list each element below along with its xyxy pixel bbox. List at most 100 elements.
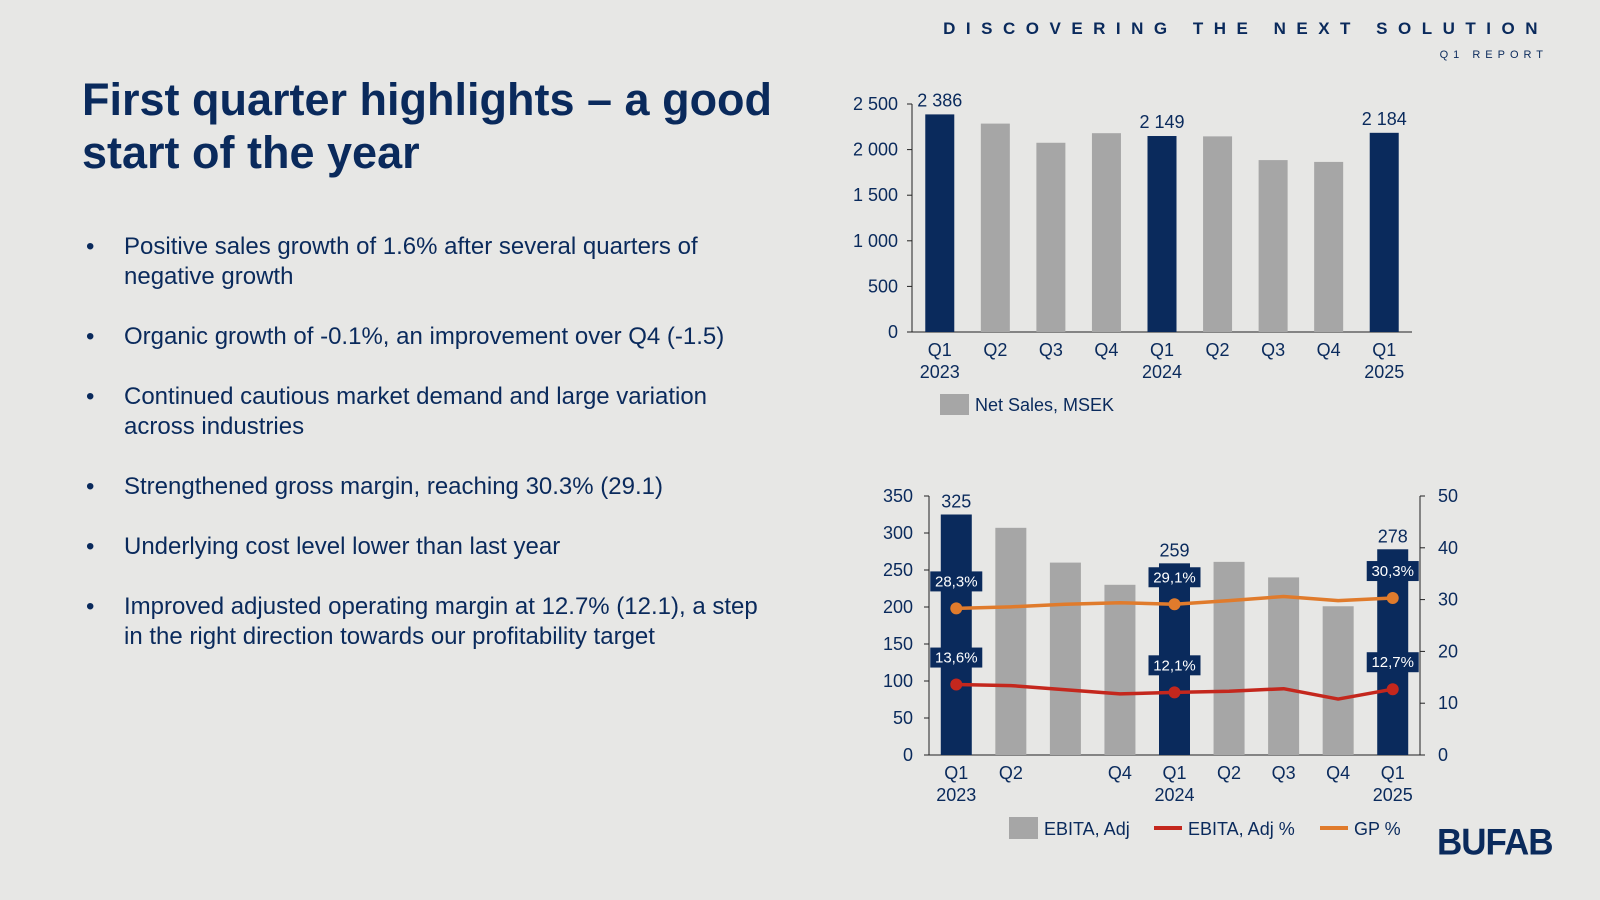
bar bbox=[1147, 136, 1177, 332]
y-tick-label: 500 bbox=[868, 276, 898, 296]
line-data-label: 29,1% bbox=[1153, 569, 1196, 586]
x-tick-label: Q2 bbox=[983, 340, 1007, 360]
y-tick-label: 1 500 bbox=[853, 185, 898, 205]
bar bbox=[1203, 136, 1233, 332]
y-tick-label: 0 bbox=[888, 322, 898, 342]
list-item: • Improved adjusted operating margin at 1… bbox=[84, 592, 764, 652]
y-tick-label-left: 100 bbox=[883, 671, 913, 691]
x-tick-label: Q1 bbox=[1162, 763, 1186, 783]
y-tick-label-left: 50 bbox=[893, 708, 913, 728]
bar bbox=[1377, 549, 1409, 755]
x-tick-label: Q4 bbox=[1108, 763, 1132, 783]
bullet-text: Continued cautious market demand and lar… bbox=[124, 383, 708, 440]
y-tick-label-right: 10 bbox=[1438, 693, 1458, 713]
bar bbox=[1213, 561, 1245, 755]
bar bbox=[1091, 133, 1121, 332]
x-tick-label: Q3 bbox=[1261, 340, 1285, 360]
data-label: 2 149 bbox=[1139, 112, 1184, 132]
legend-swatch bbox=[1009, 817, 1038, 839]
x-tick-label: Q1 bbox=[1381, 763, 1405, 783]
line-label-box bbox=[1148, 655, 1201, 676]
x-tick-label: 2025 bbox=[1364, 362, 1404, 382]
x-tick-label: Q2 bbox=[999, 763, 1023, 783]
y-tick-label-right: 50 bbox=[1438, 486, 1458, 506]
data-label: 2 184 bbox=[1362, 109, 1407, 129]
x-tick-label: Q4 bbox=[1094, 340, 1118, 360]
line-data-label: 12,7% bbox=[1371, 654, 1414, 671]
y-tick-label-right: 30 bbox=[1438, 590, 1458, 610]
line-data-label: 30,3% bbox=[1371, 563, 1414, 580]
x-tick-label: Q2 bbox=[1217, 763, 1241, 783]
bullet-text: Strengthened gross margin, reaching 30.3… bbox=[124, 473, 663, 500]
bar bbox=[1369, 132, 1399, 332]
bar bbox=[1314, 161, 1344, 332]
legend-swatch bbox=[940, 394, 969, 415]
x-tick-label: 2023 bbox=[936, 785, 976, 805]
bullet-text: Organic growth of -0.1%, an improvement … bbox=[124, 323, 725, 350]
bar bbox=[1104, 584, 1136, 755]
line-data-label: 28,3% bbox=[935, 573, 978, 590]
highlights-list: • Positive sales growth of 1.6% after sev… bbox=[84, 232, 764, 682]
header-tagline: DISCOVERING THE NEXT SOLUTION bbox=[943, 19, 1548, 38]
bar bbox=[995, 527, 1027, 755]
y-tick-label-left: 150 bbox=[883, 634, 913, 654]
x-tick-label: Q2 bbox=[1206, 340, 1230, 360]
data-label: 2 386 bbox=[917, 90, 962, 110]
bullet-dot: • bbox=[86, 533, 95, 560]
legend-label: EBITA, Adj bbox=[1044, 819, 1130, 839]
line-label-box bbox=[1366, 652, 1419, 673]
bullet-text: Underlying cost level lower than last ye… bbox=[124, 533, 561, 560]
bar bbox=[1049, 562, 1081, 755]
y-tick-label: 2 000 bbox=[853, 140, 898, 160]
y-tick-label-left: 350 bbox=[883, 486, 913, 506]
page-title: First quarter highlights – a good start … bbox=[82, 74, 773, 178]
line-marker bbox=[1386, 683, 1399, 696]
data-label: 278 bbox=[1378, 526, 1408, 546]
x-tick-label: 2023 bbox=[920, 362, 960, 382]
x-tick-label: Q1 bbox=[1150, 340, 1174, 360]
x-tick-label: Q1 bbox=[928, 340, 952, 360]
x-tick-label: Q1 bbox=[1372, 340, 1396, 360]
x-tick-label: Q4 bbox=[1326, 763, 1350, 783]
x-tick-label: Q3 bbox=[1272, 763, 1296, 783]
y-tick-label: 1 000 bbox=[853, 231, 898, 251]
legend-label: EBITA, Adj % bbox=[1188, 819, 1295, 839]
legend-label: Net Sales, MSEK bbox=[975, 395, 1114, 415]
bar bbox=[1322, 606, 1354, 755]
y-tick-label-left: 250 bbox=[883, 560, 913, 580]
x-tick-label: Q4 bbox=[1317, 340, 1341, 360]
bar bbox=[925, 114, 955, 333]
x-tick-label: 2024 bbox=[1142, 362, 1182, 382]
line-data-label: 13,6% bbox=[935, 650, 978, 667]
bar bbox=[980, 123, 1010, 332]
line-data-label: 12,1% bbox=[1153, 657, 1196, 674]
line-marker bbox=[1168, 598, 1181, 611]
y-tick-label-right: 20 bbox=[1438, 641, 1458, 661]
list-item: • Organic growth of -0.1%, an improvement… bbox=[84, 322, 764, 352]
legend-label: GP % bbox=[1354, 819, 1401, 839]
bar bbox=[940, 514, 972, 755]
x-tick-label: Q3 bbox=[1039, 340, 1063, 360]
line-marker bbox=[1386, 592, 1399, 605]
bufab-logo: BUFAB bbox=[1437, 822, 1554, 863]
list-item: • Underlying cost level lower than last y… bbox=[84, 532, 764, 562]
line-label-box bbox=[1366, 561, 1419, 582]
list-item: • Strengthened gross margin, reaching 30.… bbox=[84, 472, 764, 502]
bullet-text: Positive sales growth of 1.6% after seve… bbox=[124, 233, 698, 290]
y-tick-label: 2 500 bbox=[853, 94, 898, 114]
y-tick-label-left: 300 bbox=[883, 523, 913, 543]
y-tick-label-left: 0 bbox=[903, 745, 913, 765]
line-label-box bbox=[1148, 567, 1201, 588]
bullet-dot: • bbox=[86, 383, 95, 410]
line-marker bbox=[950, 602, 963, 615]
x-tick-label: Q1 bbox=[944, 763, 968, 783]
y-tick-label-right: 0 bbox=[1438, 745, 1448, 765]
line-label-box bbox=[930, 571, 983, 592]
header-subtitle: Q1 REPORT bbox=[1439, 49, 1548, 61]
data-label: 259 bbox=[1159, 540, 1189, 560]
list-item: • Positive sales growth of 1.6% after sev… bbox=[84, 232, 764, 292]
y-tick-label-left: 200 bbox=[883, 597, 913, 617]
line-marker bbox=[950, 678, 963, 691]
bullet-dot: • bbox=[86, 593, 95, 620]
